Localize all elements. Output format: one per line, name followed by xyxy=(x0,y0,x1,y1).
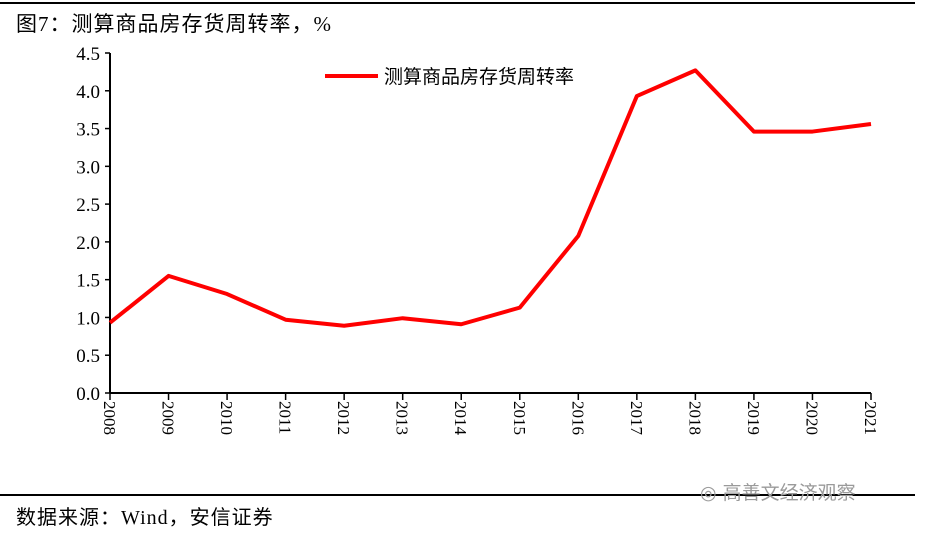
x-tick-label: 2011 xyxy=(276,401,295,434)
y-tick-label: 2.5 xyxy=(76,195,100,216)
y-tick-label: 2.0 xyxy=(76,233,100,254)
x-tick-label: 2019 xyxy=(744,401,763,435)
bottom-rule xyxy=(0,494,915,496)
y-tick-label: 3.0 xyxy=(76,157,100,178)
x-tick-label: 2010 xyxy=(217,401,236,435)
top-rule xyxy=(0,2,915,4)
y-tick-label: 1.5 xyxy=(76,271,100,292)
x-tick-label: 2017 xyxy=(627,401,646,436)
watermark: ◎ 高善文经济观察 xyxy=(700,478,856,505)
x-tick-label: 2014 xyxy=(451,401,470,436)
wechat-icon: ◎ xyxy=(700,482,723,504)
watermark-text: 高善文经济观察 xyxy=(722,482,856,504)
x-tick-label: 2008 xyxy=(100,401,119,435)
y-tick-label: 4.5 xyxy=(76,44,100,65)
y-tick-label: 1.0 xyxy=(76,308,100,329)
y-tick-label: 3.5 xyxy=(76,120,100,141)
y-tick-label: 0.5 xyxy=(76,346,100,367)
x-tick-label: 2013 xyxy=(393,401,412,435)
series-line xyxy=(108,68,872,328)
x-tick-label: 2016 xyxy=(568,401,587,435)
x-tick-label: 2009 xyxy=(159,401,178,435)
y-tick-label: 0.0 xyxy=(76,384,100,405)
x-tick-label: 2015 xyxy=(510,401,529,435)
x-tick-label: 2020 xyxy=(802,401,821,435)
y-tick-label: 4.0 xyxy=(76,82,100,103)
figure-title: 图7：测算商品房存货周转率，% xyxy=(16,12,332,36)
source-note: 数据来源：Wind，安信证券 xyxy=(16,507,274,529)
x-tick-label: 2012 xyxy=(334,401,353,435)
x-tick-label: 2018 xyxy=(685,401,704,435)
legend-label: 测算商品房存货周转率 xyxy=(384,66,574,88)
x-tick-label: 2021 xyxy=(861,401,880,435)
